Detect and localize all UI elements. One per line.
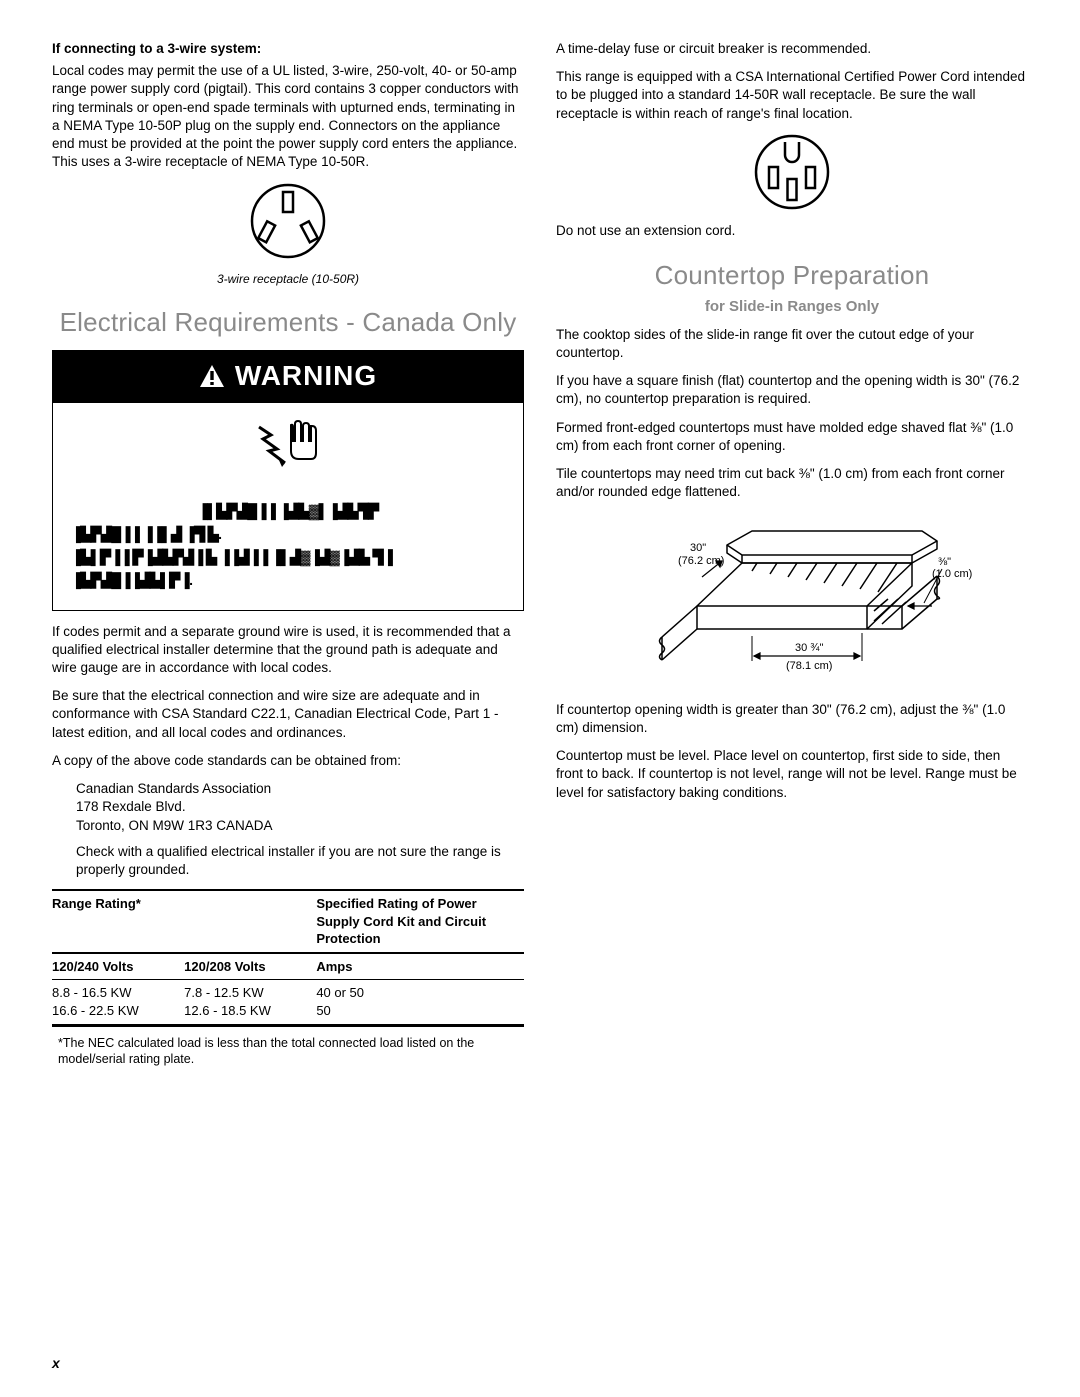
para-time-delay: A time-delay fuse or circuit breaker is … [556, 40, 1028, 58]
warning-body-line3: ▐▙▛▟█▐▐▟▙▌▛▐. [71, 571, 505, 590]
addr-line1: Canadian Standards Association [76, 780, 524, 798]
warning-label: WARNING [235, 357, 377, 395]
cell-r1c2: 7.8 - 12.5 KW 12.6 - 18.5 KW [184, 980, 316, 1024]
para-square-finish: If you have a square finish (flat) count… [556, 372, 1028, 408]
para-tile: Tile countertops may need trim cut back … [556, 465, 1028, 501]
figure-10-50r [52, 182, 524, 265]
diag-label-30in-cm: (76.2 cm) [678, 555, 724, 567]
receptacle-14-50r-icon [747, 133, 837, 211]
right-column: A time-delay fuse or circuit breaker is … [556, 40, 1028, 1077]
th-208v: 120/208 Volts [184, 953, 316, 980]
warning-header: WARNING [53, 351, 523, 403]
para-copy-standards: A copy of the above code standards can b… [52, 752, 524, 770]
cell-r1c1: 8.8 - 16.5 KW 16.6 - 22.5 KW [52, 980, 184, 1024]
para-cooktop-fit: The cooktop sides of the slide-in range … [556, 326, 1028, 362]
warning-body-line1: ▐▙▛▟█▐▐ ▐▐▌▟ ▐▜ ▙. [71, 525, 505, 544]
section-title-countertop: Countertop Preparation [556, 258, 1028, 293]
diag-label-cut: ⅜" [938, 556, 951, 568]
warning-body-headline: ▐▌▙▛▟█▐▐ ▐▟▙▓▌▐▟▙▜▛ [71, 502, 505, 521]
diag-label-depth-cm: (78.1 cm) [786, 660, 832, 672]
addr-check-installer: Check with a qualified electrical instal… [76, 843, 524, 879]
para-level: Countertop must be level. Place level on… [556, 747, 1028, 802]
th-240v: 120/240 Volts [52, 953, 184, 980]
th-specified-rating: Specified Rating of Power Supply Cord Ki… [316, 890, 524, 953]
warning-body-line2: ▐▙▌▛▐▐ ▛▐▟▙▛▟▐ ▙ ▐▐▟▐▐ ▐▌▟▓▐▟▓▐▟▙ ▜▐ [71, 548, 505, 567]
shock-hazard-icon [253, 417, 323, 479]
para-formed-edge: Formed front-edged countertops must have… [556, 419, 1028, 455]
warning-body-text: ▐▌▙▛▟█▐▐ ▐▟▙▓▌▐▟▙▜▛ ▐▙▛▟█▐▐ ▐▐▌▟ ▐▜ ▙. ▐… [53, 494, 523, 610]
cell-r1c3: 40 or 50 50 [316, 980, 524, 1024]
para-csa-standard: Be sure that the electrical connection a… [52, 687, 524, 742]
para-adjust-width: If countertop opening width is greater t… [556, 701, 1028, 737]
warning-box: WARNING ▐▌▙▛▟█▐▐ ▐▟▙▓▌▐▟▙▜▛ ▐▙▛▟█▐▐ ▐▐▌▟… [52, 350, 524, 611]
figure-countertop-cutout: 30" (76.2 cm) ⅜" (1.0 cm) [556, 511, 1028, 686]
diag-label-depth: 30 ¾" [795, 642, 823, 654]
left-column: If connecting to a 3-wire system: Local … [52, 40, 524, 1077]
range-rating-table: Range Rating* Specified Rating of Power … [52, 889, 524, 1026]
figure-14-50r [556, 133, 1028, 216]
para-no-extension: Do not use an extension cord. [556, 222, 1028, 240]
section-title-electrical-canada: Electrical Requirements - Canada Only [52, 305, 524, 340]
diag-label-cut-cm: (1.0 cm) [932, 568, 972, 580]
warning-shock-icon-row [53, 403, 523, 494]
csa-address-block: Canadian Standards Association 178 Rexda… [52, 780, 524, 879]
addr-line2: 178 Rexdale Blvd. [76, 798, 524, 816]
page-number: x [52, 1354, 60, 1373]
th-amps: Amps [316, 953, 524, 980]
addr-line3: Toronto, ON M9W 1R3 CANADA [76, 817, 524, 835]
figure-caption-10-50r: 3-wire receptacle (10-50R) [52, 271, 524, 287]
para-ground-path: If codes permit and a separate ground wi… [52, 623, 524, 678]
subheading-3wire: If connecting to a 3-wire system: [52, 40, 524, 58]
warning-triangle-icon [199, 364, 225, 388]
table-footnote: *The NEC calculated load is less than th… [52, 1035, 524, 1068]
para-csa-cord: This range is equipped with a CSA Intern… [556, 68, 1028, 123]
receptacle-10-50r-icon [243, 182, 333, 260]
subtitle-slidein: for Slide-in Ranges Only [556, 297, 1028, 317]
countertop-diagram-icon: 30" (76.2 cm) ⅜" (1.0 cm) [602, 511, 982, 681]
th-range-rating: Range Rating* [52, 890, 316, 953]
diag-label-30in: 30" [690, 542, 706, 554]
para-3wire: Local codes may permit the use of a UL l… [52, 62, 524, 171]
